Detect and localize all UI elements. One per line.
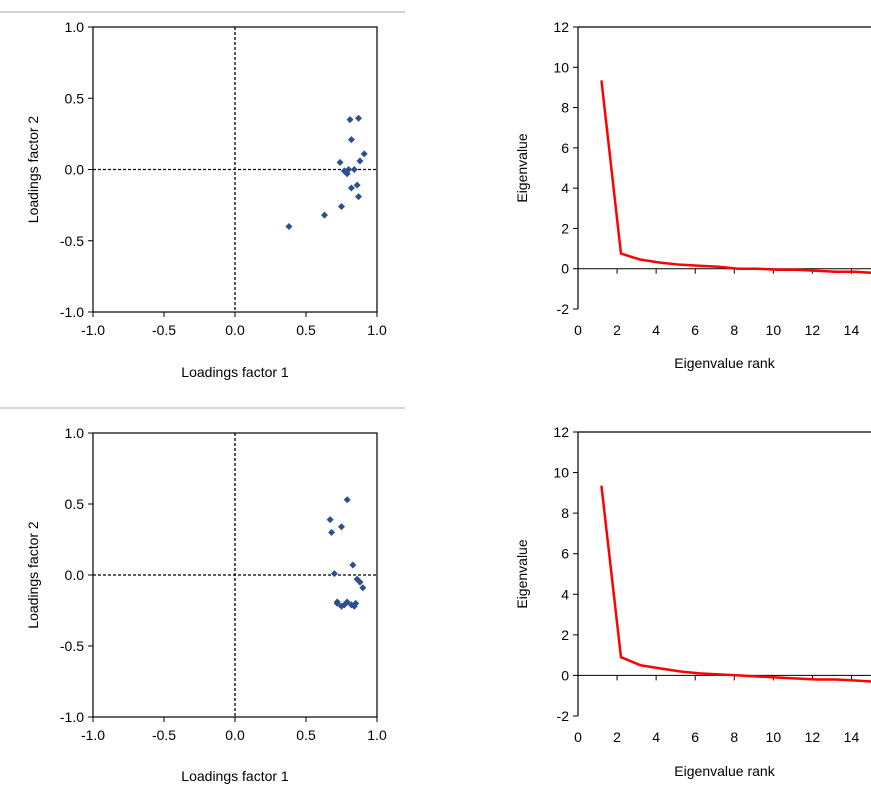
data-point [333,598,341,606]
y-axis-title: Loadings factor 2 [25,116,41,224]
y-tick-label: 8 [561,100,569,116]
data-point [340,167,348,175]
y-tick-label: 4 [561,586,569,602]
y-tick-label: -1.0 [60,709,84,725]
y-tick-label: 1.0 [65,19,85,35]
y-tick-label: 0.0 [65,162,85,178]
y-tick-label: 10 [553,59,569,75]
x-tick-label: 10 [766,729,782,745]
data-point [356,578,364,586]
data-point [346,116,354,124]
y-tick-label: 6 [561,546,569,562]
data-point [352,599,360,607]
data-point [328,528,336,536]
x-axis-title: Eigenvalue rank [674,763,775,779]
y-axis-title: Loadings factor 2 [25,521,41,629]
data-point [338,523,345,531]
data-point [338,203,345,211]
x-tick-label: -1.0 [81,322,105,338]
data-point [355,114,363,122]
y-tick-label: 0.5 [65,496,85,512]
x-axis-title: Loadings factor 1 [181,768,289,784]
y-tick-label: 12 [553,424,569,440]
data-point [326,516,334,524]
x-axis-title: Loadings factor 1 [181,364,289,380]
data-point [355,193,363,201]
x-tick-label: -0.5 [152,322,176,338]
x-tick-label: 0.5 [296,727,316,743]
x-tick-label: 4 [652,322,660,338]
y-tick-label: 0 [561,667,569,683]
x-tick-label: 1.0 [367,727,387,743]
y-axis-title: Eigenvalue [514,539,530,608]
y-tick-label: 4 [561,180,569,196]
y-tick-label: -2 [557,708,570,724]
x-tick-label: -1.0 [81,727,105,743]
data-point [330,570,338,578]
data-point [340,601,348,609]
x-tick-label: 12 [805,729,821,745]
data-point [359,584,367,592]
x-tick-label: -0.5 [152,727,176,743]
x-tick-label: 6 [691,322,699,338]
y-tick-label: 12 [553,19,569,35]
data-point [353,181,361,189]
data-point [343,496,351,504]
y-tick-label: -2 [557,301,570,317]
x-tick-label: 4 [652,729,660,745]
x-tick-label: 0.0 [225,322,245,338]
y-tick-label: 6 [561,140,569,156]
data-point [360,150,368,158]
y-tick-label: 0.0 [65,567,85,583]
series-line [600,80,871,274]
x-tick-label: 12 [805,322,821,338]
x-tick-label: 0.0 [225,727,245,743]
data-point [285,223,293,230]
data-point [336,158,344,166]
y-tick-label: -0.5 [60,233,84,249]
y-axis-title: Eigenvalue [514,133,530,202]
data-point [320,211,328,219]
x-tick-label: 0.5 [296,322,316,338]
x-tick-label: 10 [766,322,782,338]
x-axis-title: Eigenvalue rank [674,355,775,371]
x-tick-label: 14 [844,729,860,745]
y-tick-label: -0.5 [60,638,84,654]
x-tick-label: 2 [613,729,621,745]
y-tick-label: 8 [561,505,569,521]
y-tick-label: 1.0 [65,425,85,441]
x-tick-label: 0 [574,729,582,745]
data-point [356,157,364,165]
chart-panel-1: 1.0 0.5 0.0 -0.5 -1.0 -1.0 -0.5 0.0 0.5 1.0 Loadin… [25,19,387,380]
y-tick-label: -1.0 [60,304,84,320]
y-tick-label: 2 [561,627,569,643]
x-tick-label: 2 [613,322,621,338]
chart-panel-3: 1.0 0.5 0.0 -0.5 -1.0 -1.0 -0.5 0.0 0.5 1.0 Loadin… [25,425,387,784]
y-tick-label: 0 [561,261,569,277]
x-tick-label: 8 [730,729,738,745]
data-point [350,166,358,173]
x-tick-label: 14 [844,322,860,338]
y-tick-label: 2 [561,220,569,236]
y-tick-label: 10 [553,465,569,481]
series-line [600,485,871,683]
data-point [347,184,355,192]
x-tick-label: 6 [691,729,699,745]
x-tick-label: 8 [730,322,738,338]
y-tick-label: 0.5 [65,90,85,106]
data-point [349,561,357,569]
data-point [347,136,355,144]
x-tick-label: 0 [574,322,582,338]
x-tick-label: 1.0 [367,322,387,338]
charts-layer: 1.0 0.5 0.0 -0.5 -1.0 -1.0 -0.5 0.0 0.5 1.0 Loadin… [25,19,871,784]
